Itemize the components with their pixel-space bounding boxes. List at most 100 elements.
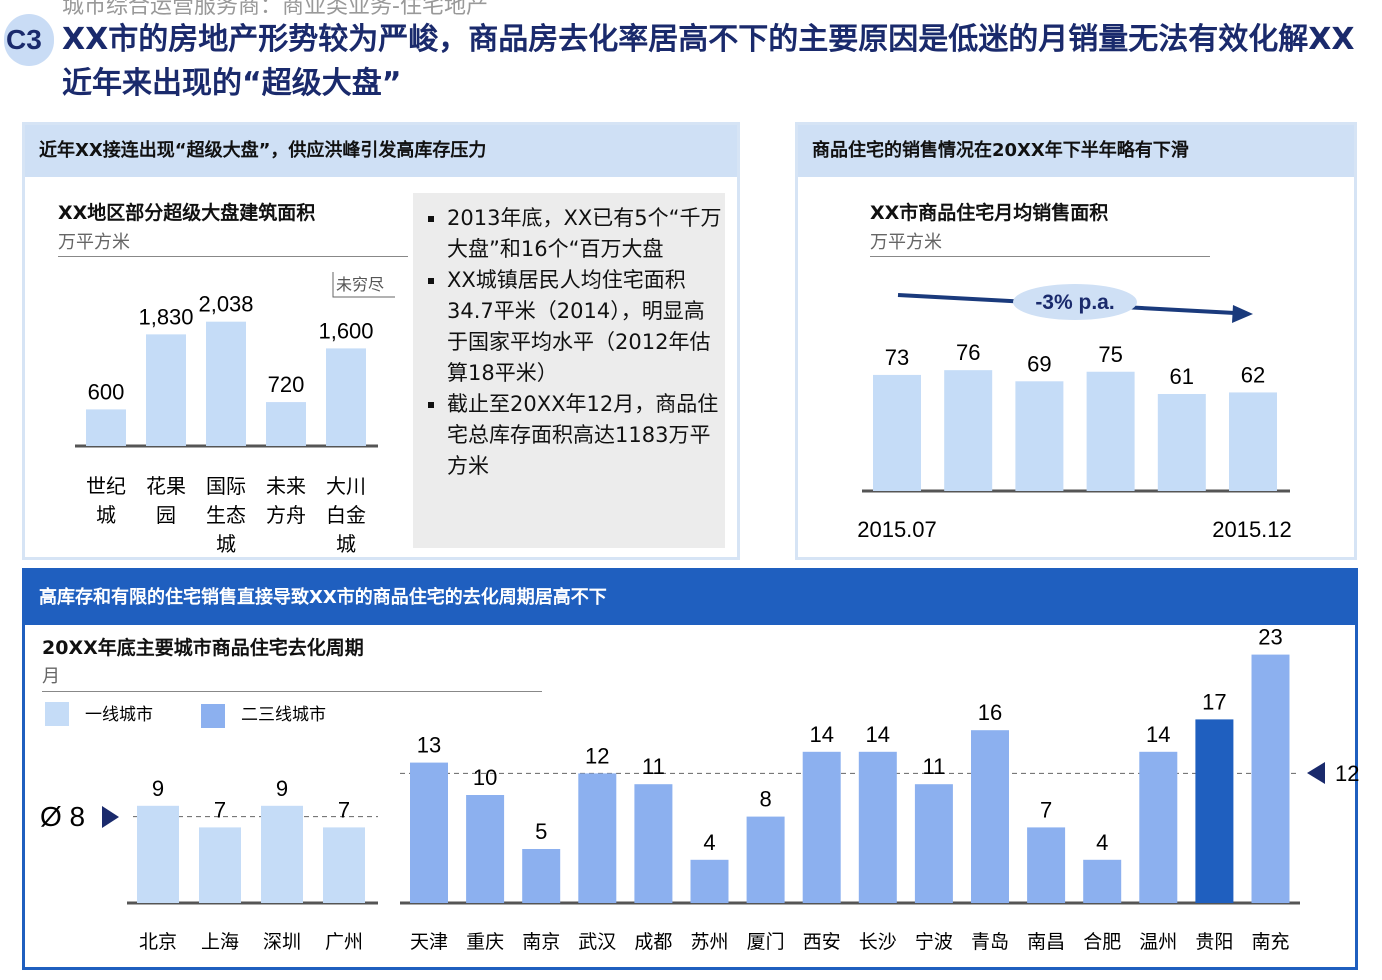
bullet: 2013年底，XX已有5个“千万大盘”和16个“百万大盘	[447, 203, 725, 265]
divider	[42, 691, 542, 692]
bar	[1195, 719, 1234, 903]
bar	[1027, 827, 1066, 903]
category-label: 西安	[803, 931, 841, 953]
category-label: 城	[96, 504, 116, 527]
bar	[199, 827, 241, 903]
data-label: 9	[276, 776, 288, 801]
category-label: 园	[156, 505, 176, 527]
bar	[326, 348, 366, 446]
data-label: 11	[642, 754, 665, 779]
bar	[1015, 381, 1064, 491]
legend-swatch	[201, 704, 225, 728]
bar	[86, 409, 126, 446]
category-label: 未来	[266, 475, 306, 498]
category-label: 成都	[634, 931, 672, 953]
category-label: 天津	[410, 931, 448, 953]
category-label: 温州	[1139, 931, 1177, 953]
category-label: 厦门	[747, 931, 785, 953]
bar	[410, 762, 448, 903]
annotation: 未穷尽	[336, 276, 384, 294]
category-label: 广州	[325, 931, 363, 953]
data-label: 14	[809, 722, 833, 747]
data-label: 9	[152, 776, 164, 801]
category-label: 世纪	[86, 475, 126, 498]
bar	[323, 827, 365, 903]
data-label: 62	[1241, 362, 1265, 387]
bar	[1139, 751, 1178, 903]
bar	[802, 751, 841, 903]
category-label: 花果	[146, 475, 186, 498]
category-label: 苏州	[690, 931, 728, 953]
category-label: 生态	[206, 504, 246, 527]
bar	[944, 370, 993, 491]
bar	[746, 816, 785, 903]
category-label: 深圳	[263, 931, 301, 953]
bar	[858, 751, 897, 903]
bar	[873, 374, 921, 491]
category-label: 大川	[326, 475, 366, 498]
chart2-unit: 万平方米	[870, 232, 942, 253]
category-label: 国际	[206, 475, 246, 498]
data-label: 1,830	[138, 304, 193, 329]
arrow-icon	[1232, 305, 1253, 323]
data-label: 8	[759, 787, 771, 812]
bar	[206, 321, 246, 446]
chart3-title: 20XX年底主要城市商品住宅去化周期	[42, 637, 364, 659]
bar	[146, 334, 186, 446]
data-label: 1,600	[318, 318, 373, 343]
bar	[914, 784, 953, 903]
category-label: 上海	[201, 931, 239, 953]
data-label: 12	[585, 743, 609, 768]
data-label: 17	[1202, 689, 1226, 714]
category-label: 贵阳	[1195, 931, 1233, 953]
data-label: 7	[1040, 797, 1052, 822]
category-label: 武汉	[578, 931, 616, 953]
average-label: Ø 8	[40, 801, 85, 832]
bar	[690, 859, 729, 903]
data-label: 13	[417, 733, 441, 758]
x-end-label: 2015.12	[1212, 517, 1292, 542]
chart1-title: XX地区部分超级大盘建筑面积	[58, 202, 316, 224]
data-label: 4	[703, 830, 715, 855]
panel-supply-header: 近年XX接连出现“超级大盘”，供应洪峰引发高库存压力	[25, 125, 737, 177]
data-label: 2,038	[198, 292, 253, 317]
data-label: 600	[88, 379, 125, 404]
legend-swatch	[45, 702, 69, 726]
data-label: 11	[922, 754, 945, 779]
bar	[522, 849, 561, 903]
chart2-title: XX市商品住宅月均销售面积	[870, 202, 1109, 224]
trend-label: -3% p.a.	[1035, 291, 1114, 314]
data-label: 61	[1170, 364, 1194, 389]
x-start-label: 2015.07	[857, 517, 937, 542]
bar	[137, 805, 179, 903]
legend-label: 二三线城市	[241, 705, 326, 724]
data-label: 75	[1098, 342, 1122, 367]
data-label: 76	[956, 340, 980, 365]
bullet: XX城镇居民人均住宅面积34.7平米（2014），明显高于国家平均水平（2012…	[447, 265, 725, 389]
chart1-unit: 万平方米	[58, 232, 130, 253]
data-label: 5	[535, 819, 547, 844]
category-label: 北京	[139, 931, 177, 953]
data-label: 7	[214, 797, 226, 822]
breadcrumb: 城市综合运营服务商：商业类业务-住宅地产	[62, 0, 488, 19]
divider	[58, 256, 408, 257]
bar	[578, 773, 617, 903]
section-badge: C3	[4, 14, 54, 66]
annotation-bracket	[332, 272, 395, 298]
category-label: 白金	[326, 504, 366, 527]
data-label: 10	[473, 765, 497, 790]
category-label: 城	[216, 533, 236, 556]
page-title: XX市的房地产形势较为严峻，商品房去化率居高不下的主要原因是低迷的月销量无法有效…	[62, 22, 1355, 101]
bar	[1086, 371, 1135, 491]
data-label: 4	[1096, 830, 1108, 855]
bar	[261, 805, 303, 903]
data-label: 69	[1027, 351, 1051, 376]
data-label: 16	[978, 700, 1002, 725]
arrow-icon	[1307, 762, 1325, 784]
bar	[1229, 392, 1277, 491]
notes-box: 2013年底，XX已有5个“千万大盘”和16个“百万大盘 XX城镇居民人均住宅面…	[413, 193, 725, 548]
bar	[1157, 394, 1206, 491]
category-label: 合肥	[1083, 931, 1121, 953]
trend-badge	[1013, 284, 1137, 320]
